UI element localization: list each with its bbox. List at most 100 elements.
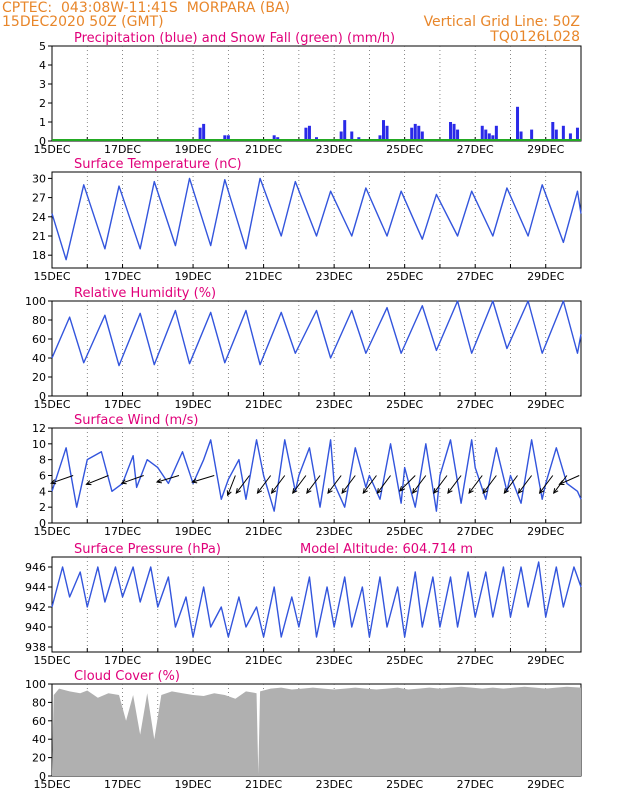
cloud-x-tick-label: 15DEC [33,778,70,791]
cloud-x-tick-label: 25DEC [386,778,423,791]
precip-bar [350,131,354,141]
wind-vector-head [376,488,383,495]
precip-bar [452,123,456,141]
wind-vector-head [468,488,474,495]
wind-y-tick-label: 8 [39,454,46,467]
pressure-x-tick-label: 19DEC [175,654,212,667]
precip-bar [343,120,347,141]
humidity-line [51,300,582,367]
precip-bar [226,135,230,141]
precip-bar [491,135,495,141]
precip-x-tick-label: 15DEC [33,143,70,156]
wind-vector [121,475,144,484]
pressure-x-tick-label: 29DEC [527,654,564,667]
pressure-x-tick-label: 23DEC [316,654,353,667]
wind-vector [412,475,427,494]
precip-x-tick-label: 27DEC [457,143,494,156]
wind-vector-head [256,488,263,495]
wind-vector-head [553,488,559,495]
wind-vector-head [362,488,368,495]
precip-x-tick-label: 21DEC [245,143,282,156]
wind-x-tick-label: 27DEC [457,525,494,538]
wind-vector-head [433,488,439,495]
wind-x-tick-label: 25DEC [386,525,423,538]
temperature-y-tick-label: 27 [32,192,46,205]
wind-vector-head [226,490,232,497]
cloud-y-tick-label: 0 [39,770,46,783]
wind-y-tick-label: 6 [39,470,46,483]
precip-x-tick-label: 19DEC [175,143,212,156]
wind-x-tick-label: 23DEC [316,525,353,538]
temperature-line [51,177,582,261]
precip-x-tick-label: 25DEC [386,143,423,156]
wind-vector [518,475,533,494]
header-run-code: TQ0126L028 [490,29,580,45]
wind-vector-head [120,479,127,485]
pressure-y-tick-label: 944 [25,581,46,594]
temperature-x-tick-label: 19DEC [175,270,212,283]
humidity-y-tick-label: 0 [39,390,46,403]
wind-vector [292,475,307,494]
header-grid-note: Vertical Grid Line: 50Z [423,14,580,30]
cloud-title: Cloud Cover (%) [74,669,180,684]
temperature-x-tick-label: 17DEC [104,270,141,283]
wind-vector [271,475,286,494]
wind-vector [447,475,462,494]
wind-vector-head [558,480,565,485]
humidity-y-tick-label: 60 [32,333,46,346]
wind-vector [468,475,483,494]
wind-y-tick-label: 12 [32,422,46,435]
wind-vector-head [270,488,277,495]
precip-y-tick-label: 2 [39,97,46,110]
precip-bar [339,131,343,141]
wind-vector-head [85,480,92,486]
precip-bar [480,125,484,141]
precip-bar [202,123,206,141]
precip-bar [449,122,453,141]
precip-bar [530,129,534,141]
pressure-y-tick-label: 940 [25,621,46,634]
cloud-x-tick-label: 19DEC [175,778,212,791]
humidity-y-tick-label: 40 [32,352,46,365]
wind-vector [433,475,448,494]
precip-bar [494,125,498,141]
precip-x-tick-label: 29DEC [527,143,564,156]
precip-title: Precipitation (blue) and Snow Fall (gree… [74,31,395,46]
wind-x-tick-label: 15DEC [33,525,70,538]
precip-y-tick-label: 5 [39,40,46,53]
wind-y-tick-label: 4 [39,485,46,498]
temperature-frame [51,171,582,269]
humidity-frame [51,300,582,397]
wind-frame [51,427,582,524]
humidity-x-tick-label: 15DEC [33,398,70,411]
pressure-x-tick-label: 21DEC [245,654,282,667]
temperature-x-tick-label: 25DEC [386,270,423,283]
wind-x-tick-label: 17DEC [104,525,141,538]
header-location: CPTEC: 043:08W-11:41S MORPARA (BA) [2,0,290,16]
humidity-x-tick-label: 19DEC [175,398,212,411]
precip-bar [516,106,520,141]
precip-bar [410,127,414,141]
wind-vector [86,475,109,485]
wind-x-tick-label: 21DEC [245,525,282,538]
humidity-x-tick-label: 27DEC [457,398,494,411]
wind-vector [50,475,74,484]
cloud-x-tick-label: 17DEC [104,778,141,791]
cloud-x-tick-label: 27DEC [457,778,494,791]
precip-bar [385,125,389,141]
temperature-y-tick-label: 18 [32,249,46,262]
precip-bar [554,129,558,141]
wind-vector [306,475,321,494]
temperature-x-tick-label: 29DEC [527,270,564,283]
wind-vector-head [447,488,453,495]
precip-y-tick-label: 0 [39,135,46,148]
wind-vector-head [503,488,509,495]
cloud-cover-area [52,686,581,776]
pressure-x-tick-label: 25DEC [386,654,423,667]
cloud-y-tick-label: 20 [32,752,46,765]
pressure-y-tick-label: 946 [25,561,46,574]
temperature-x-tick-label: 21DEC [245,270,282,283]
wind-vector [503,475,518,494]
precip-bar [272,135,276,141]
